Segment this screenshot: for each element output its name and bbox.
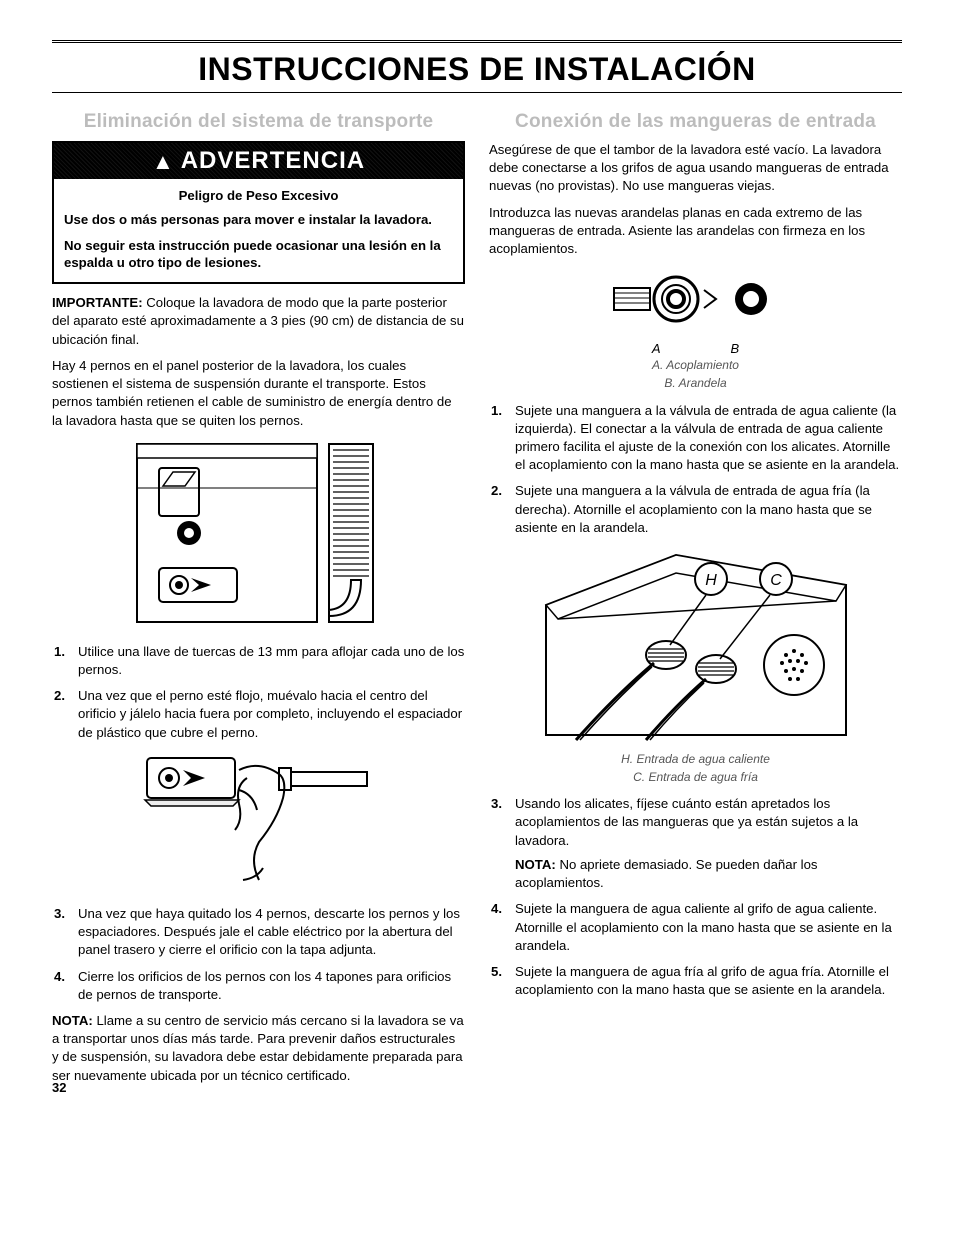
label-c-text: C bbox=[770, 572, 782, 589]
warning-subtitle: Peligro de Peso Excesivo bbox=[64, 187, 453, 205]
hose-step-2: Sujete una manguera a la válvula de entr… bbox=[489, 482, 902, 537]
figure-rear-panel bbox=[52, 438, 465, 633]
page-number: 32 bbox=[52, 1080, 66, 1095]
section-heading-transport: Eliminación del sistema de transporte bbox=[52, 111, 465, 133]
warning-banner: ▲ADVERTENCIA bbox=[54, 143, 463, 179]
label-h-text: H bbox=[705, 572, 717, 589]
hose-step-3: Usando los alicates, fíjese cuánto están… bbox=[489, 795, 902, 892]
note-label: NOTA: bbox=[52, 1013, 93, 1028]
hose-note-label: NOTA: bbox=[515, 857, 556, 872]
transport-steps-3-4: Una vez que haya quitado los 4 pernos, d… bbox=[52, 905, 465, 1004]
important-paragraph: IMPORTANTE: Coloque la lavadora de modo … bbox=[52, 294, 465, 349]
hoses-para2: Introduzca las nuevas arandelas planas e… bbox=[489, 204, 902, 259]
right-column: Conexión de las mangueras de entrada Ase… bbox=[489, 111, 902, 1093]
hose-step-3-text: Usando los alicates, fíjese cuánto están… bbox=[515, 796, 858, 847]
page-title: INSTRUCCIONES DE INSTALACIÓN bbox=[52, 45, 902, 92]
warning-line1: Use dos o más personas para mover e inst… bbox=[64, 211, 453, 229]
top-rule bbox=[52, 40, 902, 43]
hose-step-1: Sujete una manguera a la válvula de entr… bbox=[489, 402, 902, 475]
fig1-caption-b: B. Arandela bbox=[489, 376, 902, 392]
rear-panel-svg bbox=[129, 438, 389, 628]
two-column-layout: Eliminación del sistema de transporte ▲A… bbox=[52, 111, 902, 1093]
coupling-svg bbox=[596, 266, 796, 336]
manual-page: INSTRUCCIONES DE INSTALACIÓN Eliminación… bbox=[0, 0, 954, 1113]
note-text: Llame a su centro de servicio más cercan… bbox=[52, 1013, 464, 1083]
figure-coupling-washer: A B A. Acoplamiento B. Arandela bbox=[489, 266, 902, 391]
washer-back-svg: H C bbox=[536, 545, 856, 745]
hose-step-5: Sujete la manguera de agua fría al grifo… bbox=[489, 963, 902, 999]
figure-bolt-removal bbox=[52, 750, 465, 895]
fig1-caption-a: A. Acoplamiento bbox=[489, 358, 902, 374]
label-a: A bbox=[652, 341, 661, 356]
label-b: B bbox=[731, 341, 740, 356]
title-underline bbox=[52, 92, 902, 93]
warning-body: Peligro de Peso Excesivo Use dos o más p… bbox=[54, 179, 463, 282]
bolt-removal-svg bbox=[139, 750, 379, 890]
hose-steps-1-2: Sujete una manguera a la válvula de entr… bbox=[489, 402, 902, 538]
hose-steps-3-5: Usando los alicates, fíjese cuánto están… bbox=[489, 795, 902, 999]
important-label: IMPORTANTE: bbox=[52, 295, 143, 310]
step-2: Una vez que el perno esté flojo, muévalo… bbox=[52, 687, 465, 742]
hose-step-3-note: NOTA: No apriete demasiado. Se pueden da… bbox=[515, 856, 902, 892]
left-column: Eliminación del sistema de transporte ▲A… bbox=[52, 111, 465, 1093]
transport-steps-1-2: Utilice una llave de tuercas de 13 mm pa… bbox=[52, 643, 465, 742]
transport-bolts-paragraph: Hay 4 pernos en el panel posterior de la… bbox=[52, 357, 465, 430]
warning-box: ▲ADVERTENCIA Peligro de Peso Excesivo Us… bbox=[52, 141, 465, 284]
transport-note: NOTA: Llame a su centro de servicio más … bbox=[52, 1012, 465, 1085]
section-heading-hoses: Conexión de las mangueras de entrada bbox=[489, 111, 902, 133]
figure-washer-back: H C H. Entrada de agua caliente C. Entra… bbox=[489, 545, 902, 785]
warning-triangle-icon: ▲ bbox=[152, 149, 175, 175]
fig2-caption-h: H. Entrada de agua caliente bbox=[489, 752, 902, 768]
hoses-para1: Asegúrese de que el tambor de la lavador… bbox=[489, 141, 902, 196]
hose-note-text: No apriete demasiado. Se pueden dañar lo… bbox=[515, 857, 818, 890]
step-1: Utilice una llave de tuercas de 13 mm pa… bbox=[52, 643, 465, 679]
warning-banner-text: ADVERTENCIA bbox=[181, 147, 365, 174]
hose-step-4: Sujete la manguera de agua caliente al g… bbox=[489, 900, 902, 955]
fig1-ab-labels: A B bbox=[489, 341, 902, 356]
step-4: Cierre los orificios de los pernos con l… bbox=[52, 968, 465, 1004]
step-3: Una vez que haya quitado los 4 pernos, d… bbox=[52, 905, 465, 960]
fig2-caption-c: C. Entrada de agua fría bbox=[489, 770, 902, 786]
warning-line2: No seguir esta instrucción puede ocasion… bbox=[64, 237, 453, 273]
